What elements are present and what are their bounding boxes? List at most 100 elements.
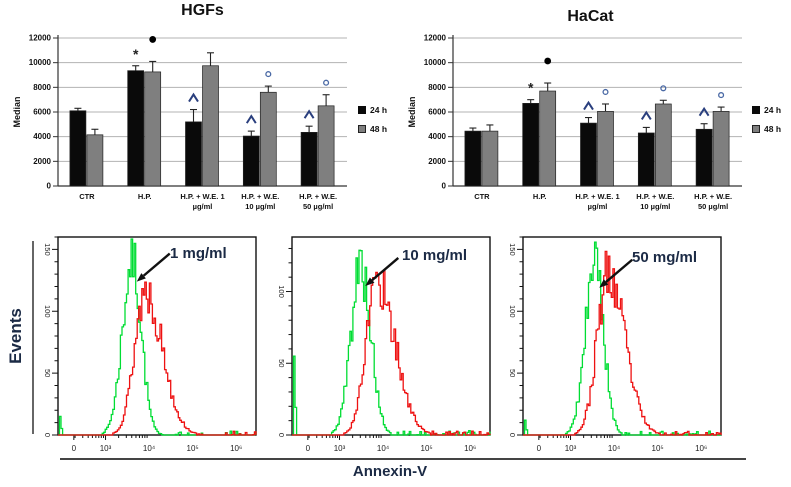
h1-svg: 0 50 100 150 0 10³ 10⁴ 10⁵ 10⁶ — [43, 236, 257, 453]
y-axis-title: Median — [12, 96, 22, 127]
svg-text:10000: 10000 — [29, 58, 52, 67]
svg-text:8000: 8000 — [33, 83, 51, 92]
svg-text:10³: 10³ — [100, 444, 112, 453]
bar-24h — [69, 110, 87, 187]
hgfs-svg: 0 2000 4000 6000 8000 10000 12000 Median CTR H.P.… — [12, 34, 347, 211]
bar-24h — [242, 135, 260, 187]
hacat-legend: 24 h 48 h — [752, 105, 781, 134]
category-label: H.P. + W.E. — [694, 192, 732, 201]
category-label: CTR — [79, 192, 95, 201]
bar-24h — [695, 128, 713, 187]
svg-text:0: 0 — [442, 182, 447, 191]
svg-text:100: 100 — [43, 305, 52, 318]
category-label: H.P. + W.E. 1 — [575, 192, 619, 201]
category-label: 50 µg/ml — [698, 202, 728, 211]
category-label: µg/ml — [588, 202, 608, 211]
category-label: CTR — [474, 192, 490, 201]
legend-label-48h: 48 h — [370, 124, 388, 134]
svg-text:10⁵: 10⁵ — [652, 444, 664, 453]
svg-text:2000: 2000 — [33, 157, 51, 166]
y-axis-title: Median — [407, 96, 417, 127]
svg-text:2000: 2000 — [428, 157, 446, 166]
svg-text:10⁵: 10⁵ — [421, 444, 433, 453]
svg-text:4000: 4000 — [428, 132, 446, 141]
bar-24h — [300, 131, 318, 187]
legend-item-48h: 48 h — [358, 124, 387, 134]
hist-trace-red — [523, 250, 722, 436]
hgfs-bar-chart: 0 2000 4000 6000 8000 10000 12000 Median CTR H.P.… — [10, 26, 355, 233]
bar-24h — [580, 122, 597, 187]
hgfs-legend: 24 h 48 h — [358, 105, 387, 134]
hist-trace-red — [292, 269, 491, 436]
events-axis-line — [32, 241, 34, 434]
category-label: 10 µg/ml — [640, 202, 670, 211]
hist-trace-red — [58, 281, 257, 436]
bar-48h — [481, 130, 499, 187]
hacat-svg: 0 2000 4000 6000 8000 10000 12000 Median CTR H.P.… — [407, 34, 742, 211]
flow-histogram-1mg: 0 50 100 150 0 10³ 10⁴ 10⁵ 10⁶ — [36, 231, 268, 466]
svg-text:50: 50 — [277, 359, 286, 367]
category-label: H.P. — [138, 192, 152, 201]
bar-48h — [86, 134, 104, 187]
category-label: µg/ml — [193, 202, 213, 211]
bar-48h — [259, 91, 277, 187]
legend-label-24h: 24 h — [764, 105, 782, 115]
legend-swatch-24h — [752, 106, 760, 114]
svg-text:150: 150 — [43, 243, 52, 256]
flow-histogram-50mg: 0 50 100 150 0 10³ 10⁴ 10⁵ 10⁶ — [501, 231, 733, 466]
bar-24h — [522, 103, 540, 187]
hacat-bar-chart: 0 2000 4000 6000 8000 10000 12000 Median CTR H.P.… — [405, 26, 750, 233]
hist-trace-green — [523, 241, 721, 436]
svg-text:0: 0 — [72, 444, 77, 453]
category-label: 50 µg/ml — [303, 202, 333, 211]
svg-text:0: 0 — [508, 433, 517, 437]
axes: 0 2000 4000 6000 8000 10000 12000 — [29, 34, 347, 191]
dose-arrow — [599, 258, 633, 288]
svg-text:10⁴: 10⁴ — [143, 444, 156, 453]
svg-text:10000: 10000 — [424, 58, 447, 67]
hacat-title: HaCat — [567, 8, 614, 25]
legend-swatch-48h — [358, 125, 366, 133]
bar-48h — [597, 111, 614, 187]
svg-text:12000: 12000 — [424, 34, 447, 43]
legend-label-24h: 24 h — [370, 105, 388, 115]
bar-24h — [464, 130, 482, 187]
hist2-dose-label: 10 mg/ml — [402, 247, 468, 264]
category-label: H.P. + W.E. — [241, 192, 279, 201]
legend-item-24h: 24 h — [358, 105, 387, 115]
bar-24h — [185, 121, 202, 187]
bar-48h — [654, 103, 672, 187]
annotation-asterisk: * — [133, 46, 139, 62]
annotation-caret — [303, 109, 315, 119]
svg-text:10⁵: 10⁵ — [187, 444, 199, 453]
dose-arrow — [136, 252, 171, 282]
svg-text:50: 50 — [508, 369, 517, 377]
legend-swatch-48h — [752, 125, 760, 133]
svg-text:10⁶: 10⁶ — [695, 444, 707, 453]
hgfs-title: HGFs — [181, 2, 224, 19]
annotation-caret — [698, 106, 710, 117]
annotation-caret — [583, 100, 594, 111]
legend-item-24h: 24 h — [752, 105, 781, 115]
svg-text:0: 0 — [43, 433, 52, 437]
svg-text:0: 0 — [47, 182, 52, 191]
svg-text:0: 0 — [277, 433, 286, 437]
annotation-caret — [188, 92, 199, 103]
legend-swatch-24h — [358, 106, 366, 114]
annotation-circle — [602, 88, 609, 96]
category-label: H.P. + W.E. 1 — [180, 192, 224, 201]
svg-text:10⁶: 10⁶ — [464, 444, 476, 453]
annotation-circle — [265, 71, 272, 78]
svg-text:100: 100 — [508, 305, 517, 318]
h2-svg: 0 50 100 0 10³ 10⁴ 10⁵ 10⁶ — [277, 236, 491, 453]
bar-48h — [202, 65, 219, 187]
svg-text:150: 150 — [508, 243, 517, 256]
annexin-axis-label: Annexin-V — [352, 463, 428, 480]
annotation-circle — [718, 92, 725, 99]
flow-histogram-10mg: 0 50 100 0 10³ 10⁴ 10⁵ 10⁶ — [270, 231, 502, 466]
axes: 0 50 100 150 0 10³ 10⁴ 10⁵ 10⁶ — [508, 236, 722, 453]
annotation-caret — [640, 110, 652, 120]
h3-svg: 0 50 100 150 0 10³ 10⁴ 10⁵ 10⁶ — [508, 236, 722, 453]
dose-arrow — [365, 257, 400, 286]
